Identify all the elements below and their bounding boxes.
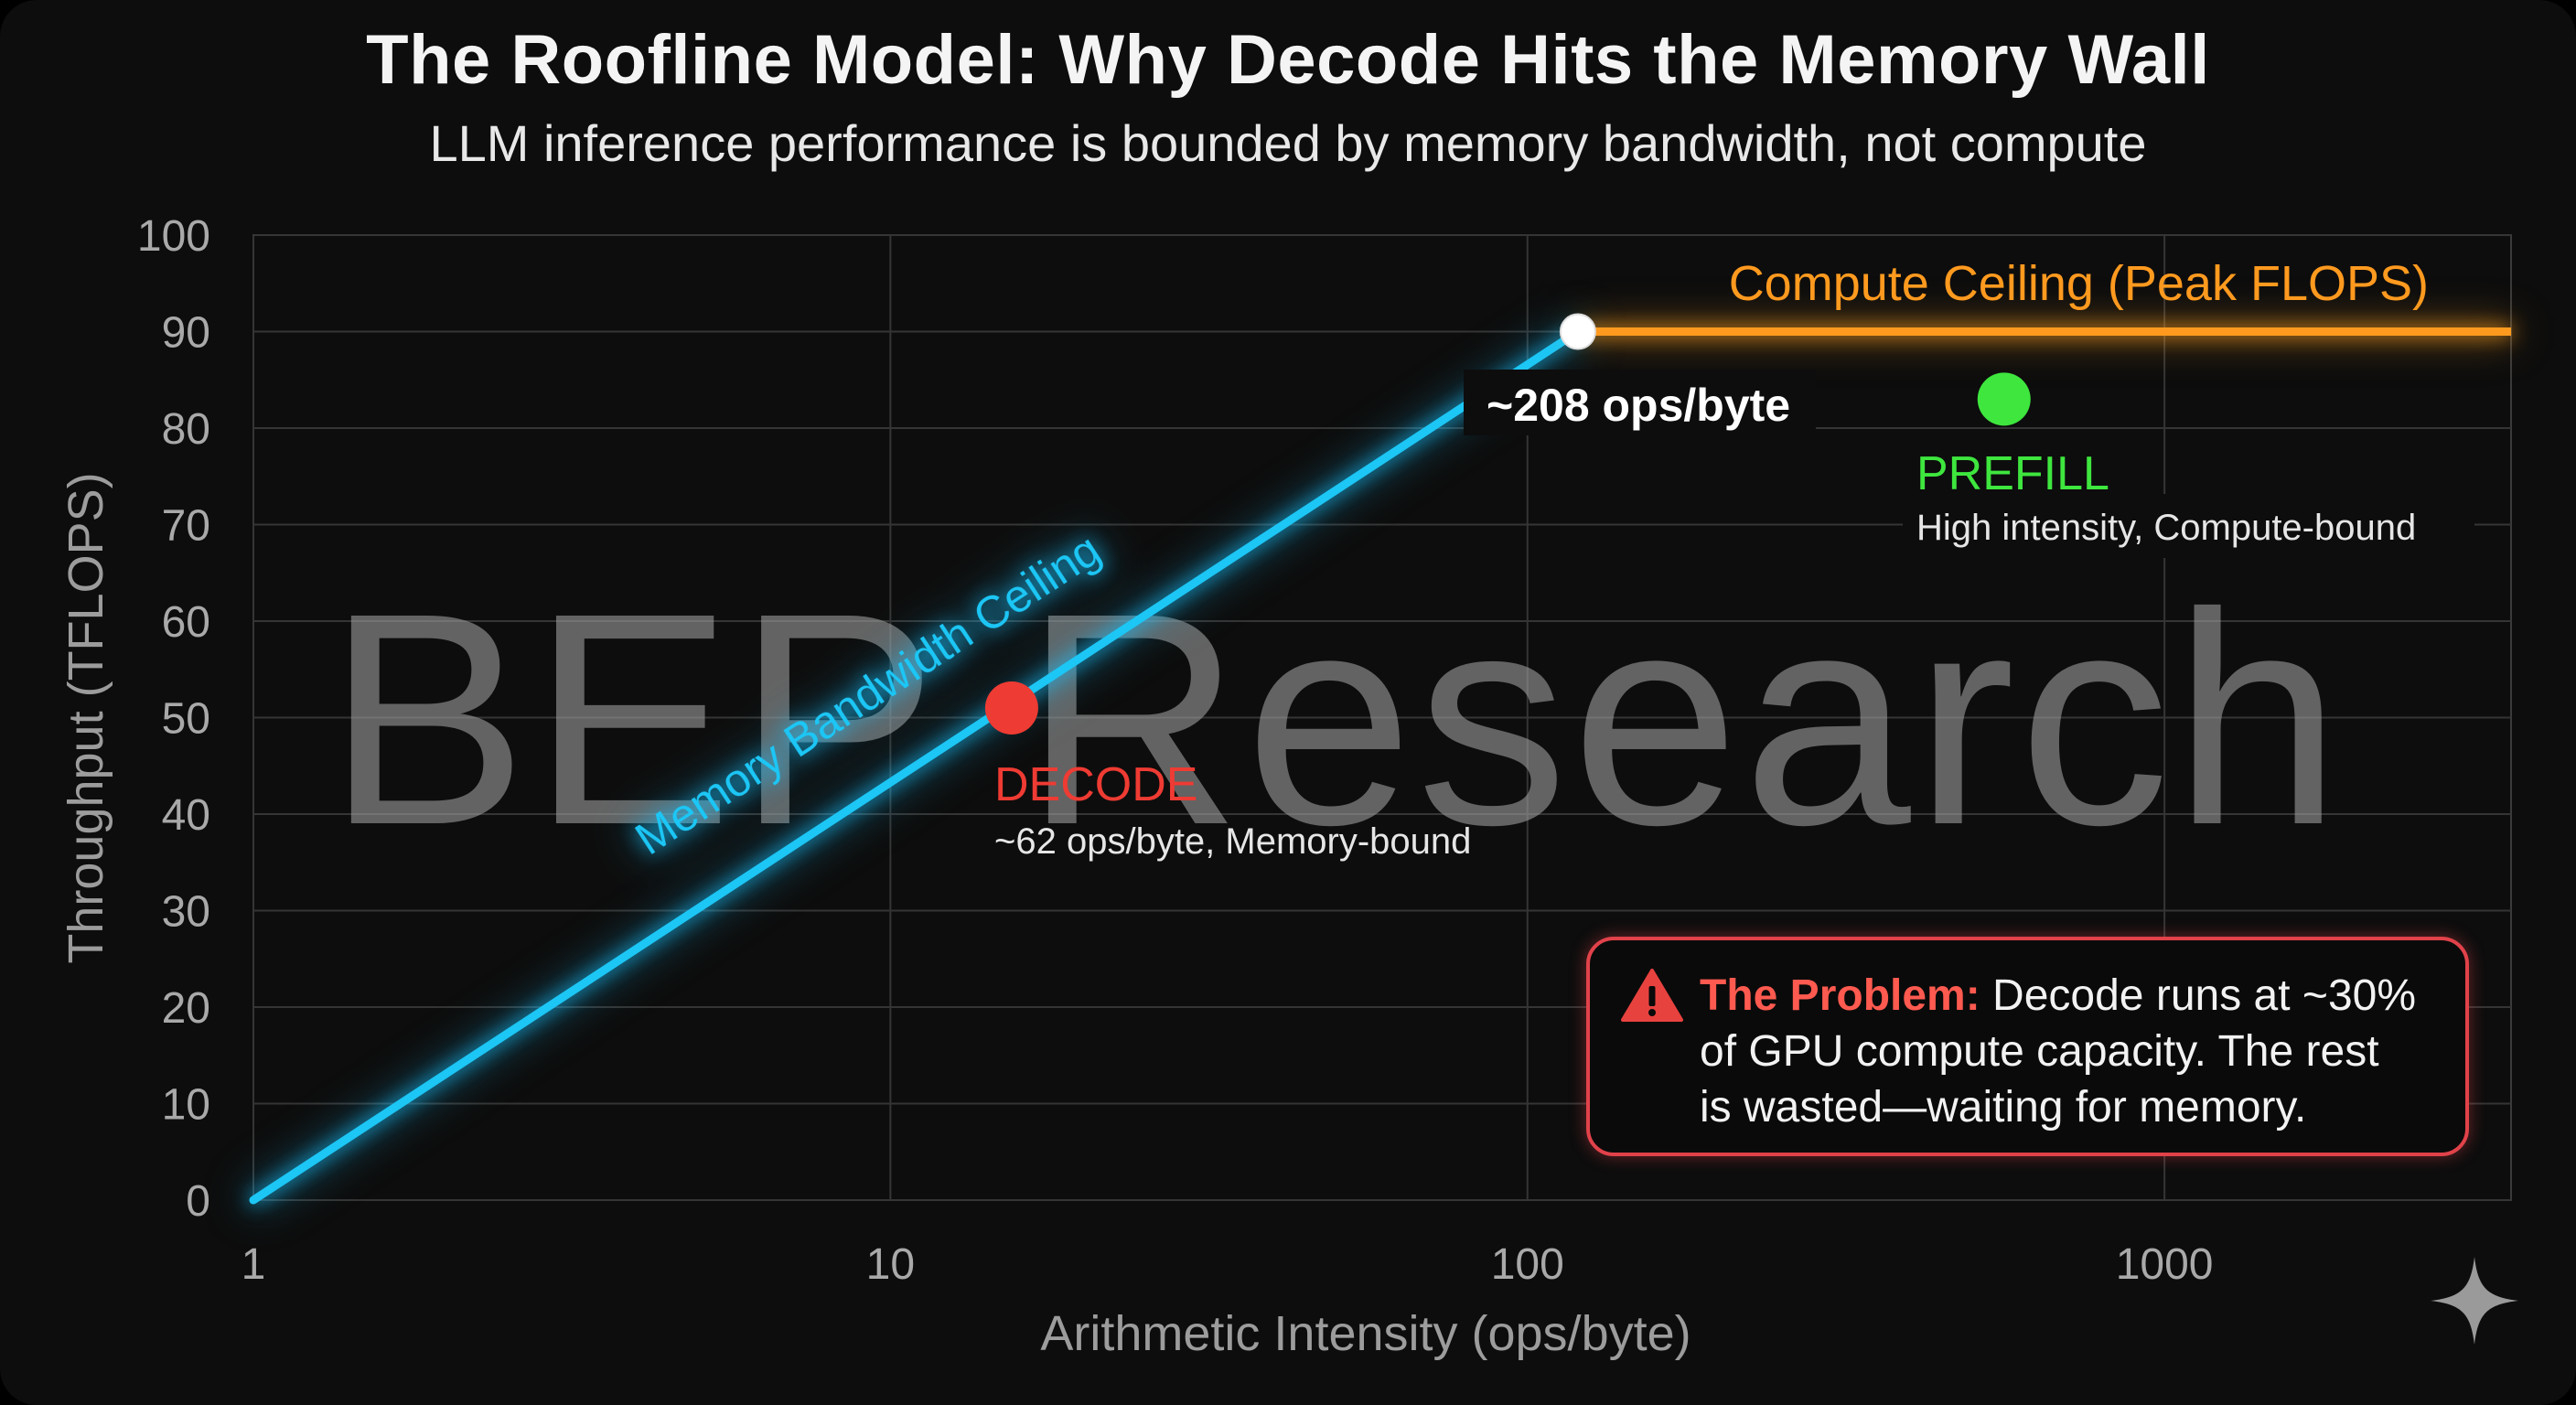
y-tick-label: 100 xyxy=(137,212,210,261)
prefill-sublabel: High intensity, Compute-bound xyxy=(1916,508,2416,548)
problem-heading: The Problem: xyxy=(1700,971,1980,1020)
problem-text-1: Decode runs at ~30% xyxy=(1992,971,2417,1020)
chart-title: The Roofline Model: Why Decode Hits the … xyxy=(366,21,2210,99)
y-tick-label: 10 xyxy=(162,1081,210,1130)
y-tick-label: 30 xyxy=(162,888,210,937)
warning-icon xyxy=(1621,969,1683,1022)
problem-line-1: The Problem: Decode runs at ~30% xyxy=(1700,968,2438,1024)
y-axis-ticks: 0 10 20 30 40 50 60 70 80 90 100 xyxy=(137,212,210,1226)
chart-subtitle: LLM inference performance is bounded by … xyxy=(429,114,2147,172)
sparkle-icon xyxy=(2431,1257,2518,1345)
y-tick-label: 60 xyxy=(162,598,210,647)
x-axis-ticks: 1 10 100 1000 xyxy=(242,1240,2214,1289)
y-tick-label: 90 xyxy=(162,309,210,358)
y-axis-label: Throughput (TFLOPS) xyxy=(59,472,113,963)
decode-label: DECODE xyxy=(994,758,1197,811)
y-tick-label: 0 xyxy=(186,1177,210,1226)
prefill-label: PREFILL xyxy=(1916,447,2109,500)
y-tick-label: 20 xyxy=(162,984,210,1033)
series-layer xyxy=(249,313,2511,1205)
y-tick-label: 50 xyxy=(162,695,210,744)
y-tick-label: 80 xyxy=(162,405,210,454)
problem-callout: The Problem: Decode runs at ~30% of GPU … xyxy=(1586,937,2469,1156)
decode-sublabel: ~62 ops/byte, Memory-bound xyxy=(994,821,1471,862)
ridge-point-label: ~208 ops/byte xyxy=(1487,380,1790,431)
y-tick-label: 70 xyxy=(162,502,210,551)
memory-bandwidth-line xyxy=(249,327,1583,1205)
y-tick-label: 40 xyxy=(162,791,210,840)
problem-text-2: of GPU compute capacity. The rest xyxy=(1700,1027,2379,1076)
x-axis-label: Arithmetic Intensity (ops/byte) xyxy=(1040,1306,1690,1361)
x-tick-label: 1000 xyxy=(2116,1240,2214,1289)
x-tick-label: 10 xyxy=(866,1240,915,1289)
x-tick-label: 1 xyxy=(242,1240,266,1289)
problem-text-3: is wasted—waiting for memory. xyxy=(1700,1083,2307,1132)
ridge-label-bg xyxy=(1464,370,1816,435)
prefill-label-bg xyxy=(1903,494,2474,558)
watermark: BEP Research xyxy=(327,550,2345,887)
prefill-point xyxy=(1977,372,2031,426)
ridge-point xyxy=(1559,313,1596,350)
x-tick-label: 100 xyxy=(1491,1240,1564,1289)
compute-ceiling-label: Compute Ceiling (Peak FLOPS) xyxy=(1729,256,2429,311)
decode-point xyxy=(984,681,1038,735)
